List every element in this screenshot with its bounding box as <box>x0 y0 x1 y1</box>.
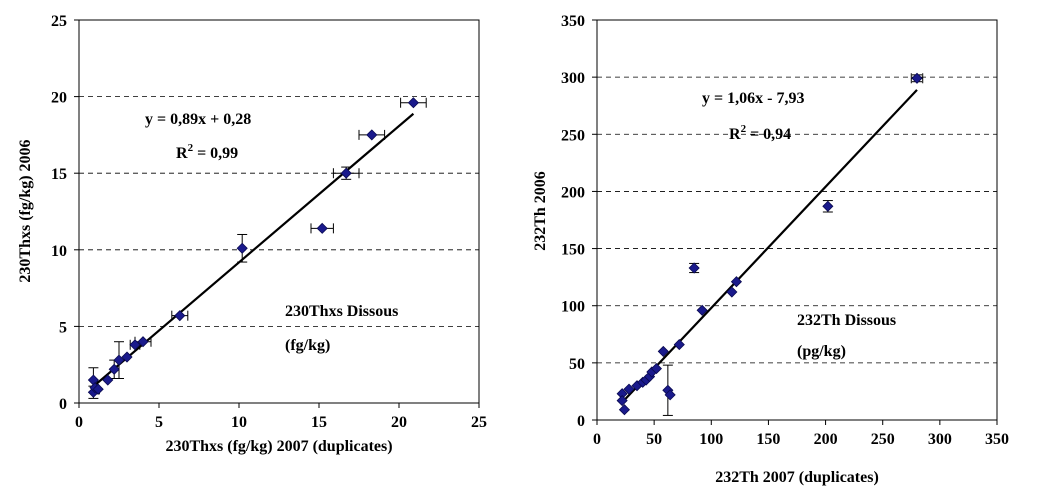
data-point <box>911 72 923 84</box>
y-axis-label: 232Th 2006 <box>532 171 549 251</box>
data-point <box>726 286 738 298</box>
y-tick-label: 20 <box>51 90 67 107</box>
x-tick-label: 15 <box>311 414 327 431</box>
x-axis-label: 232Th 2007 (duplicates) <box>715 469 879 486</box>
x-axis-label: 230Thxs (fg/kg) 2007 (duplicates) <box>165 438 392 455</box>
x-tick-labels: 0 5 10 15 20 25 <box>75 403 487 431</box>
data-point <box>113 354 125 366</box>
data-point <box>340 167 352 179</box>
data-point <box>137 336 149 348</box>
data-point <box>822 200 834 212</box>
y-tick-labels: 0 50 100 150 200 250 300 350 <box>561 13 597 430</box>
y-axis-label: 230Thxs (fg/kg) 2006 <box>17 139 34 282</box>
y-tick-label: 300 <box>561 70 585 87</box>
y-tick-label: 10 <box>51 243 67 260</box>
x-tick-label: 150 <box>756 431 780 448</box>
data-point <box>366 129 378 141</box>
x-tick-label: 250 <box>871 431 895 448</box>
data-point <box>650 363 662 375</box>
y-tick-label: 25 <box>51 13 67 30</box>
data-point <box>673 339 685 351</box>
x-tick-label: 200 <box>814 431 838 448</box>
annotation-line-1: 232Th Dissous <box>797 312 896 329</box>
annotation-line-2: (fg/kg) <box>285 337 330 354</box>
y-tick-label: 250 <box>561 127 585 144</box>
data-point <box>688 262 700 274</box>
y-tick-label: 200 <box>561 184 585 201</box>
y-tick-label: 5 <box>59 319 67 336</box>
plot-area-frame <box>78 19 480 404</box>
data-point <box>236 242 248 254</box>
regression-equation: y = 0,89x + 0,28 <box>145 111 251 128</box>
data-point <box>730 276 742 288</box>
data-point <box>407 97 419 109</box>
x-tick-label: 10 <box>231 414 247 431</box>
grid-lines <box>79 96 479 327</box>
trendline <box>621 89 918 404</box>
annotation-line-2: (pg/kg) <box>797 343 846 360</box>
x-tick-label: 100 <box>699 431 723 448</box>
x-tick-label: 5 <box>155 414 163 431</box>
left-chart: 0 5 10 15 20 25 0 5 10 15 20 25 230Thxs (fg/kg) 20… <box>17 13 487 455</box>
data-point <box>696 304 708 316</box>
y-tick-labels: 0 5 10 15 20 25 <box>51 13 79 413</box>
y-tick-label: 100 <box>561 299 585 316</box>
y-tick-label: 150 <box>561 242 585 259</box>
plot-area-frame <box>596 19 998 421</box>
grid-lines <box>597 76 997 364</box>
regression-equation: y = 1,06x - 7,93 <box>702 90 804 107</box>
data-point <box>129 339 141 351</box>
data-point <box>102 374 114 386</box>
x-tick-labels: 0 50 100 150 200 250 300 350 <box>593 420 1009 448</box>
data-point <box>174 310 186 322</box>
x-tick-label: 20 <box>391 414 407 431</box>
r-squared: R2 = 0,94 <box>729 123 791 143</box>
data-point <box>616 395 628 407</box>
data-point <box>664 389 676 401</box>
x-tick-label: 0 <box>593 431 601 448</box>
data-point <box>121 351 133 363</box>
y-tick-label: 50 <box>569 356 585 373</box>
data-point <box>623 383 635 395</box>
y-tick-label: 0 <box>59 396 67 413</box>
x-tick-label: 350 <box>985 431 1009 448</box>
x-tick-label: 50 <box>646 431 662 448</box>
annotation-line-1: 230Thxs Dissous <box>285 303 398 320</box>
r-squared: R2 = 0,99 <box>176 142 238 162</box>
x-tick-label: 300 <box>928 431 952 448</box>
y-tick-label: 350 <box>561 13 585 30</box>
data-points <box>87 97 419 398</box>
trendline-path <box>621 89 918 404</box>
data-point <box>618 404 630 416</box>
y-tick-label: 0 <box>577 413 585 430</box>
data-point <box>108 363 120 375</box>
right-chart: 0 50 100 150 200 250 300 350 0 50 100 150 200 250 300… <box>532 13 1009 486</box>
data-point <box>657 345 669 357</box>
y-tick-label: 15 <box>51 166 67 183</box>
data-point <box>316 222 328 234</box>
data-point <box>92 383 104 395</box>
x-tick-label: 0 <box>75 414 83 431</box>
x-tick-label: 25 <box>471 414 487 431</box>
data-points <box>616 72 923 416</box>
